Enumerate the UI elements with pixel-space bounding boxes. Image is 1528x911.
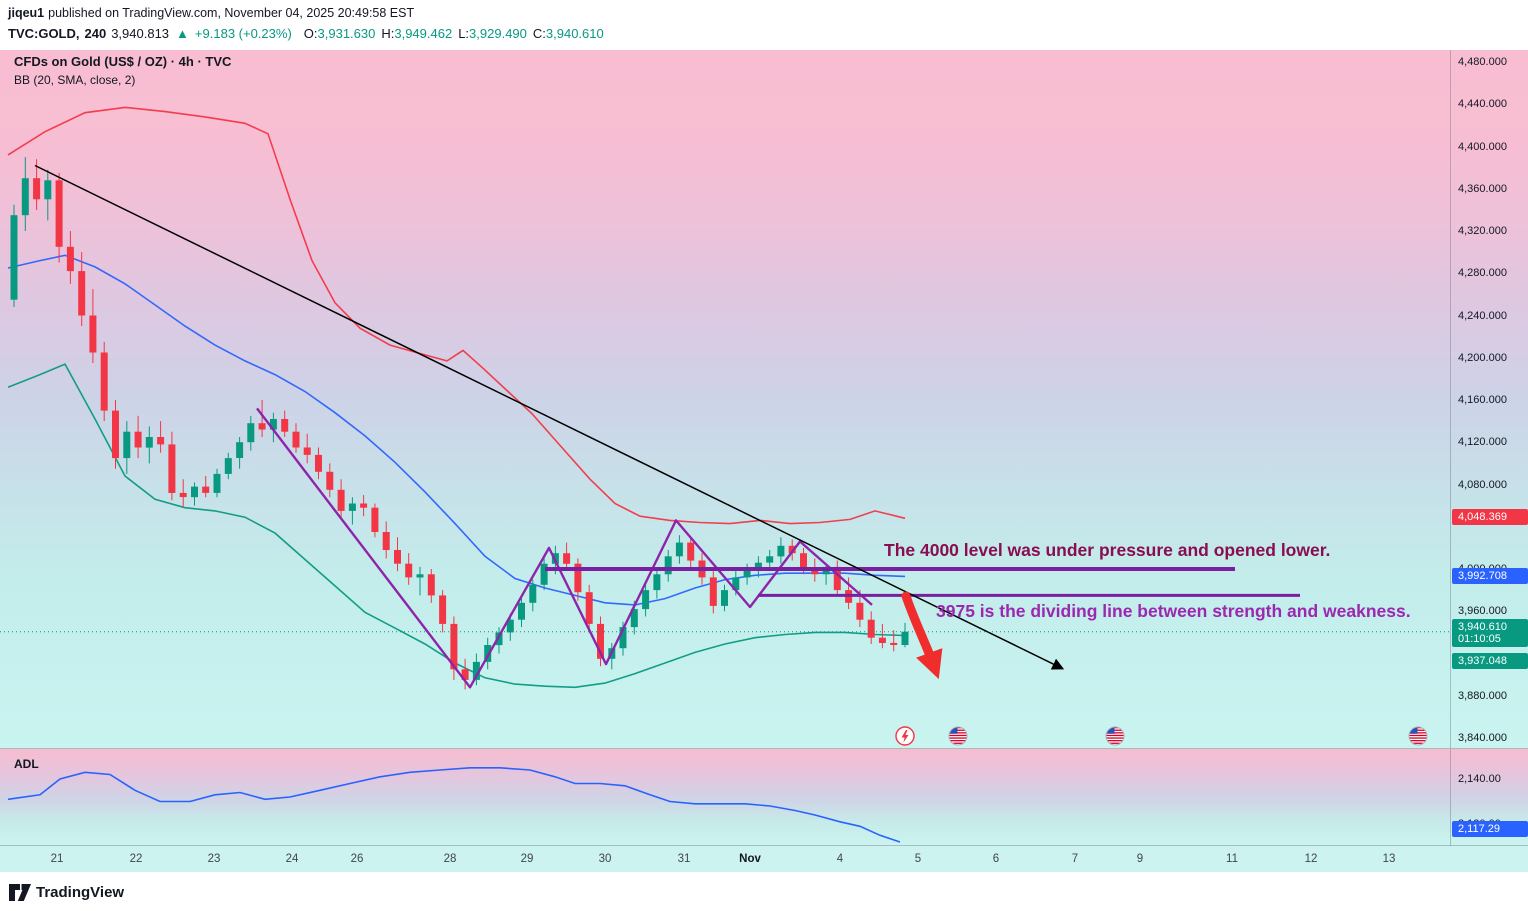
time-axis[interactable]: 21 22 23 24 26 28 29 30 31 Nov 4 5 6 7 9 11 12 13 [0, 845, 1528, 873]
change-arrow-icon: ▲ [176, 26, 189, 41]
time-axis-label: 9 [1136, 853, 1144, 865]
price-axis-label: 4,080.000 [1458, 478, 1507, 491]
price-axis-label: 4,360.000 [1458, 182, 1507, 195]
price-axis-label: 4,480.000 [1458, 56, 1507, 68]
price-axis-label: 4,200.000 [1458, 351, 1507, 364]
time-axis-label: 22 [129, 853, 143, 865]
close-label: C: [532, 26, 546, 41]
header: jiqeu1 published on TradingView.com, Nove… [0, 0, 1528, 50]
time-axis-label: 11 [1226, 853, 1238, 865]
price-badge: 3,937.048 [1452, 652, 1528, 669]
time-axis-label: Nov [739, 853, 761, 865]
price-axis[interactable]: 4,480.000 4,440.000 4,400.000 4,360.000 4,32… [1450, 50, 1528, 748]
high-label: H: [381, 26, 395, 41]
us-flag-icon[interactable] [948, 726, 968, 746]
price-axis-label: 4,320.000 [1458, 225, 1507, 237]
us-flag-icon[interactable] [1105, 726, 1125, 746]
price-axis-label: 4,240.000 [1458, 309, 1507, 322]
time-axis-label: 24 [285, 853, 299, 865]
time-axis-label: 28 [443, 853, 457, 865]
time-axis-label: 7 [1071, 853, 1079, 865]
close-value: 3,940.610 [545, 26, 604, 41]
time-axis-label: 6 [992, 853, 1000, 865]
low-value: 3,929.490 [469, 26, 527, 41]
price-change: +9.183 (+0.23%) [194, 26, 292, 41]
price-axis-label: 3,880.000 [1458, 689, 1507, 702]
price-axis-label: 4,280.000 [1458, 267, 1507, 280]
adl-indicator-pane[interactable]: ADL 2,140.002,120.002,117.29 [0, 748, 1528, 846]
last-price: 3,940.813 [111, 26, 170, 41]
tradingview-brand[interactable]: TradingView [36, 884, 125, 901]
adl-axis[interactable]: 2,140.002,120.002,117.29 [1450, 749, 1528, 846]
time-axis-label: 23 [207, 853, 221, 865]
annotation-3975-dividing[interactable]: 3975 is the dividing line between streng… [936, 601, 1411, 621]
time-axis-label: 26 [350, 853, 364, 865]
footer: TradingView [0, 872, 1528, 911]
time-axis-label: 13 [1382, 853, 1396, 865]
time-axis-label: 12 [1304, 853, 1318, 865]
price-axis-label: 4,440.000 [1458, 98, 1507, 111]
publish-info: published on TradingView.com, November 0… [48, 6, 415, 20]
time-axis-label: 21 [50, 853, 64, 865]
publisher-name: jiqeu1 [8, 6, 45, 20]
price-axis-label: 3,960.000 [1458, 605, 1507, 618]
price-axis-label: 4,120.000 [1458, 436, 1507, 449]
symbol-line: TVC:GOLD, 240 3,940.813 ▲ +9.183 (+0.23%) O:3… [8, 26, 604, 41]
adl-indicator-label[interactable]: ADL [14, 757, 39, 771]
adl-axis-label: 2,140.00 [1458, 773, 1501, 785]
open-value: 3,931.630 [317, 26, 376, 41]
time-axis-label: 4 [836, 853, 844, 865]
us-flag-icon[interactable] [1408, 726, 1428, 746]
adl-value-badge: 2,117.29 [1452, 821, 1528, 838]
price-chart-pane[interactable]: CFDs on Gold (US$ / OZ) · 4h · TVC BB (2… [0, 50, 1528, 748]
adl-indicator-canvas [7, 766, 901, 843]
time-axis-label: 31 [677, 853, 691, 865]
price-badge: 3,992.708 [1452, 567, 1528, 584]
price-axis-label: 3,840.000 [1458, 732, 1507, 744]
symbol-name[interactable]: TVC:GOLD, [8, 26, 80, 41]
annotation-4000-pressure[interactable]: The 4000 level was under pressure and op… [884, 540, 1331, 560]
price-chart-canvas [0, 106, 1450, 746]
tradingview-logo-icon[interactable] [8, 882, 32, 902]
time-axis-label: 5 [914, 853, 922, 865]
chart-title[interactable]: CFDs on Gold (US$ / OZ) · 4h · TVC [14, 54, 232, 69]
low-label: L: [458, 26, 470, 41]
publish-line: jiqeu1 published on TradingView.com, Nove… [8, 6, 414, 20]
chart-legend: CFDs on Gold (US$ / OZ) · 4h · TVC BB (2… [14, 54, 231, 87]
price-axis-label: 4,160.000 [1458, 394, 1507, 406]
indicator-label[interactable]: BB (20, SMA, close, 2) [14, 73, 136, 87]
economic-event-icon[interactable] [895, 726, 915, 746]
high-value: 3,949.462 [394, 26, 453, 41]
open-label: O: [303, 26, 318, 41]
price-badge: 3,940.610 01:10:05 [1452, 618, 1528, 647]
time-axis-label: 29 [520, 853, 534, 865]
price-axis-label: 4,400.000 [1458, 140, 1507, 153]
price-badge: 4,048.369 [1452, 508, 1528, 525]
time-axis-label: 30 [598, 853, 612, 865]
symbol-interval[interactable]: 240 [84, 26, 107, 41]
